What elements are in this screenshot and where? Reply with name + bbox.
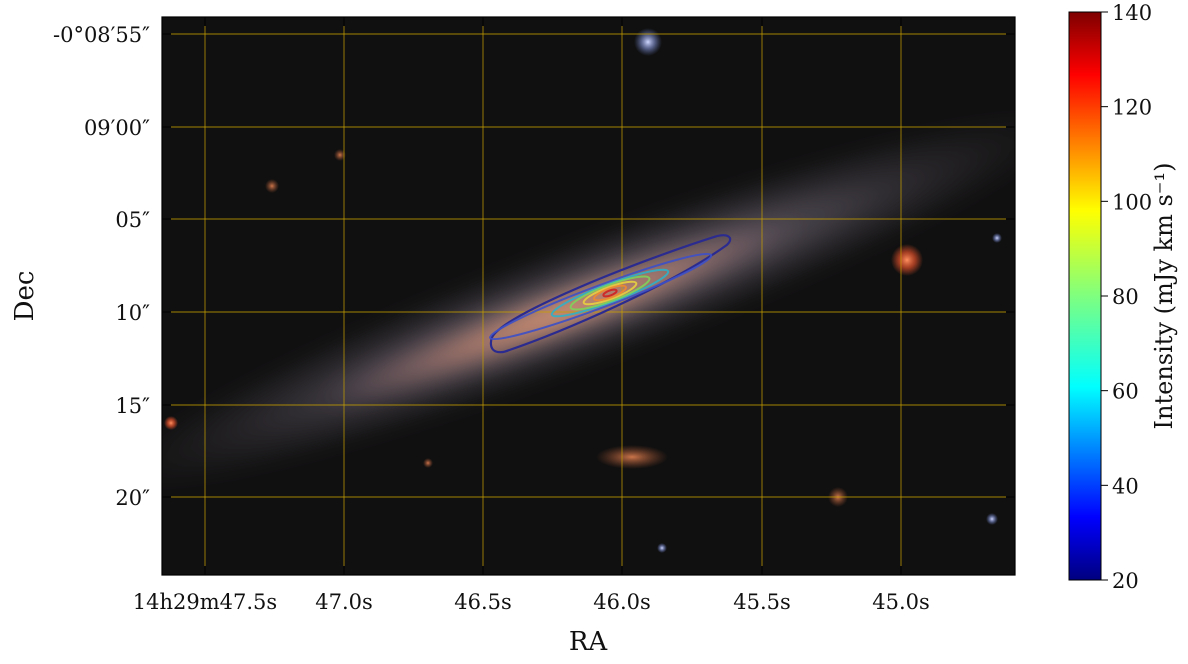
axis-ticks: 14h29m47.5s 47.0s 46.5s 46.0s 45.5s 45.0s -0°0… (53, 17, 1015, 614)
colorbar-tick-label: 100 (1112, 190, 1152, 214)
contour-level (592, 284, 628, 302)
background-galaxy (596, 445, 668, 469)
small-source (657, 543, 667, 553)
small-source (334, 149, 346, 161)
contours (489, 234, 732, 354)
contour-level (582, 280, 638, 306)
small-source (164, 416, 178, 430)
x-axis-label: RA (569, 627, 609, 657)
x-tick-label: 46.5s (454, 590, 512, 614)
colorbar-tick-label: 120 (1112, 96, 1152, 120)
blue-star (634, 28, 662, 56)
contour-level (489, 234, 732, 354)
x-tick-label: 45.5s (733, 590, 791, 614)
contour-level (489, 252, 713, 341)
colorbar (1068, 11, 1102, 581)
contour-level (569, 275, 651, 311)
y-tick-label: 15″ (115, 394, 150, 418)
x-tick-label: 47.0s (315, 590, 373, 614)
y-tick-label: 20″ (115, 486, 150, 510)
galaxy-image (162, 17, 1015, 575)
small-source (986, 513, 998, 525)
y-tick-label: 05″ (115, 208, 150, 232)
x-tick-label: 46.0s (593, 590, 651, 614)
colorbar-tick-label: 60 (1112, 380, 1139, 404)
small-source (992, 233, 1002, 243)
coordinate-grid (162, 17, 1015, 575)
colorbar-label: Intensity (mJy km s⁻¹) (1150, 163, 1178, 430)
y-tick-label: 09′00″ (84, 116, 150, 140)
x-tick-label: 45.0s (872, 590, 930, 614)
red-star (891, 244, 923, 276)
plot-frame (161, 16, 1016, 576)
small-source (423, 458, 433, 468)
colorbar-tick-label: 20 (1112, 569, 1139, 593)
y-axis-label: Dec (10, 271, 40, 322)
y-tick-label: -0°08′55″ (53, 23, 150, 47)
y-tick-label: 10″ (115, 301, 150, 325)
colorbar-tick-label: 140 (1112, 1, 1152, 25)
colorbar-ticks: 20 40 60 80 100 120 140 (1101, 1, 1152, 593)
contour-level (602, 288, 618, 298)
colorbar-tick-label: 40 (1112, 474, 1139, 498)
x-tick-label: 14h29m47.5s (133, 590, 277, 614)
small-source (265, 179, 279, 193)
colorbar-tick-label: 80 (1112, 285, 1139, 309)
